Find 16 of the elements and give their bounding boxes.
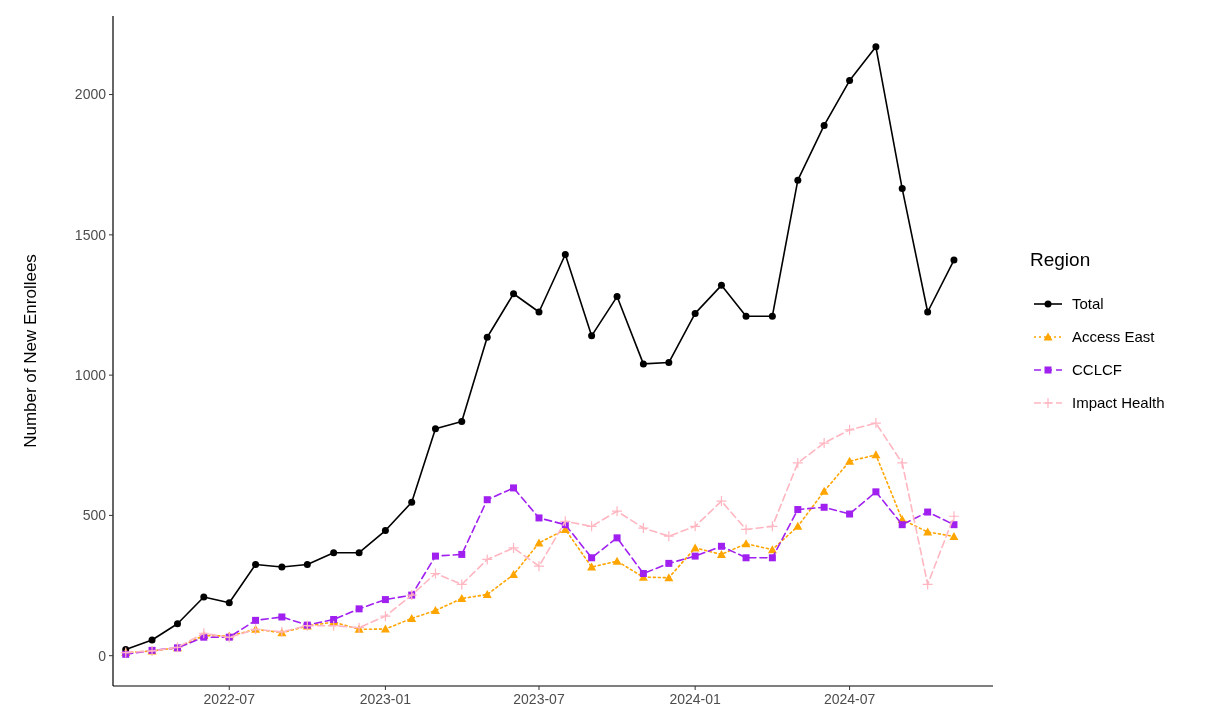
legend-label: Access East bbox=[1072, 328, 1156, 346]
x-tick-label: 2023-01 bbox=[359, 691, 412, 707]
legend-label: Impact Health bbox=[1072, 394, 1165, 412]
x-tick-label: 2023-07 bbox=[513, 691, 565, 707]
x-tick-label: 2024-07 bbox=[823, 691, 876, 707]
y-tick-label: 500 bbox=[82, 507, 107, 524]
y-tick-label: 1000 bbox=[74, 367, 107, 384]
x-tick-label: 2024-01 bbox=[669, 691, 722, 707]
y-axis-title: Number of New Enrollees bbox=[21, 254, 40, 448]
y-tick-label: 1500 bbox=[74, 226, 107, 243]
x-tick-label: 2022-07 bbox=[203, 691, 256, 707]
legend-label: Total bbox=[1072, 295, 1104, 313]
legend-title: Region bbox=[1030, 249, 1091, 270]
legend-label: CCLCF bbox=[1072, 361, 1123, 379]
y-tick-label: 2000 bbox=[74, 86, 107, 103]
y-tick-label: 0 bbox=[98, 647, 107, 664]
